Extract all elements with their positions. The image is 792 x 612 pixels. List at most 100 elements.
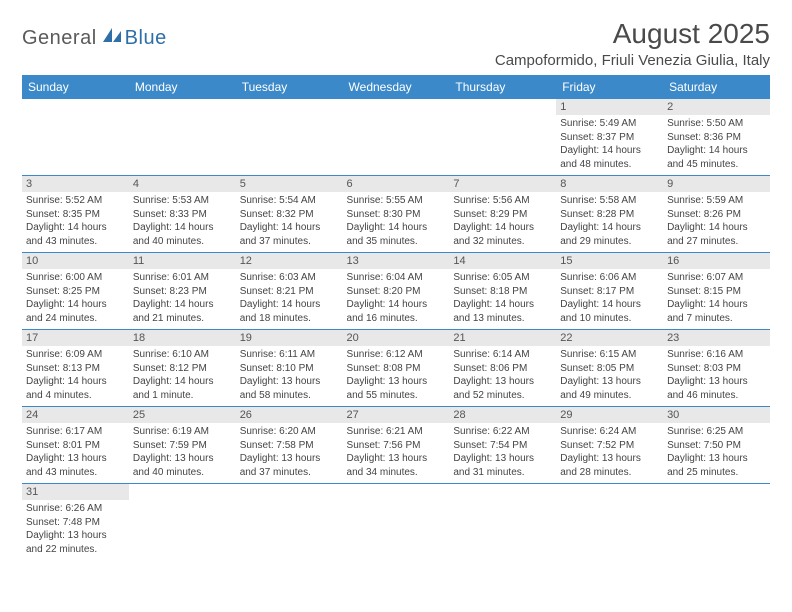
day-detail: Sunrise: 5:58 AMSunset: 8:28 PMDaylight:… bbox=[556, 192, 663, 252]
day-detail: Sunrise: 6:25 AMSunset: 7:50 PMDaylight:… bbox=[663, 423, 770, 483]
calendar-cell: 11Sunrise: 6:01 AMSunset: 8:23 PMDayligh… bbox=[129, 253, 236, 330]
day-number: 17 bbox=[22, 330, 129, 346]
day-line-sr: Sunrise: 6:03 AM bbox=[240, 271, 339, 285]
calendar-cell: 19Sunrise: 6:11 AMSunset: 8:10 PMDayligh… bbox=[236, 330, 343, 407]
day-line-d1: Daylight: 13 hours bbox=[133, 452, 232, 466]
day-detail: Sunrise: 6:15 AMSunset: 8:05 PMDaylight:… bbox=[556, 346, 663, 406]
day-number: 15 bbox=[556, 253, 663, 269]
calendar-cell: 30Sunrise: 6:25 AMSunset: 7:50 PMDayligh… bbox=[663, 407, 770, 484]
day-number: 21 bbox=[449, 330, 556, 346]
day-number: 13 bbox=[343, 253, 450, 269]
day-line-d1: Daylight: 14 hours bbox=[347, 298, 446, 312]
day-line-ss: Sunset: 7:52 PM bbox=[560, 439, 659, 453]
calendar-cell: 18Sunrise: 6:10 AMSunset: 8:12 PMDayligh… bbox=[129, 330, 236, 407]
calendar-cell: 8Sunrise: 5:58 AMSunset: 8:28 PMDaylight… bbox=[556, 176, 663, 253]
day-line-d1: Daylight: 13 hours bbox=[560, 375, 659, 389]
day-detail: Sunrise: 6:09 AMSunset: 8:13 PMDaylight:… bbox=[22, 346, 129, 406]
day-line-ss: Sunset: 8:23 PM bbox=[133, 285, 232, 299]
day-line-ss: Sunset: 7:59 PM bbox=[133, 439, 232, 453]
day-line-sr: Sunrise: 5:56 AM bbox=[453, 194, 552, 208]
day-line-sr: Sunrise: 6:05 AM bbox=[453, 271, 552, 285]
day-line-ss: Sunset: 7:48 PM bbox=[26, 516, 125, 530]
day-line-sr: Sunrise: 6:10 AM bbox=[133, 348, 232, 362]
day-detail: Sunrise: 6:11 AMSunset: 8:10 PMDaylight:… bbox=[236, 346, 343, 406]
day-line-d1: Daylight: 14 hours bbox=[26, 221, 125, 235]
day-detail: Sunrise: 6:22 AMSunset: 7:54 PMDaylight:… bbox=[449, 423, 556, 483]
day-line-sr: Sunrise: 6:19 AM bbox=[133, 425, 232, 439]
day-line-d1: Daylight: 14 hours bbox=[133, 298, 232, 312]
day-line-d2: and 28 minutes. bbox=[560, 466, 659, 480]
day-number: 25 bbox=[129, 407, 236, 423]
day-line-d2: and 25 minutes. bbox=[667, 466, 766, 480]
day-detail: Sunrise: 6:14 AMSunset: 8:06 PMDaylight:… bbox=[449, 346, 556, 406]
day-number: 6 bbox=[343, 176, 450, 192]
calendar-cell: 15Sunrise: 6:06 AMSunset: 8:17 PMDayligh… bbox=[556, 253, 663, 330]
calendar-cell bbox=[343, 99, 450, 176]
month-title: August 2025 bbox=[495, 18, 770, 50]
day-detail: Sunrise: 6:10 AMSunset: 8:12 PMDaylight:… bbox=[129, 346, 236, 406]
day-number: 14 bbox=[449, 253, 556, 269]
day-line-ss: Sunset: 7:54 PM bbox=[453, 439, 552, 453]
day-line-d1: Daylight: 14 hours bbox=[347, 221, 446, 235]
day-line-d1: Daylight: 14 hours bbox=[240, 221, 339, 235]
day-line-d2: and 31 minutes. bbox=[453, 466, 552, 480]
day-line-d2: and 34 minutes. bbox=[347, 466, 446, 480]
day-number: 2 bbox=[663, 99, 770, 115]
day-line-ss: Sunset: 8:21 PM bbox=[240, 285, 339, 299]
day-line-sr: Sunrise: 5:53 AM bbox=[133, 194, 232, 208]
day-line-ss: Sunset: 8:12 PM bbox=[133, 362, 232, 376]
day-line-sr: Sunrise: 6:26 AM bbox=[26, 502, 125, 516]
day-line-d2: and 49 minutes. bbox=[560, 389, 659, 403]
day-line-d2: and 37 minutes. bbox=[240, 466, 339, 480]
day-line-sr: Sunrise: 5:58 AM bbox=[560, 194, 659, 208]
day-number: 8 bbox=[556, 176, 663, 192]
day-detail: Sunrise: 6:07 AMSunset: 8:15 PMDaylight:… bbox=[663, 269, 770, 329]
day-number: 7 bbox=[449, 176, 556, 192]
calendar-cell: 31Sunrise: 6:26 AMSunset: 7:48 PMDayligh… bbox=[22, 484, 129, 561]
day-line-d2: and 4 minutes. bbox=[26, 389, 125, 403]
day-line-d2: and 22 minutes. bbox=[26, 543, 125, 557]
day-line-ss: Sunset: 8:05 PM bbox=[560, 362, 659, 376]
calendar-cell: 24Sunrise: 6:17 AMSunset: 8:01 PMDayligh… bbox=[22, 407, 129, 484]
day-line-d1: Daylight: 13 hours bbox=[347, 452, 446, 466]
calendar-cell bbox=[129, 484, 236, 561]
day-line-ss: Sunset: 8:29 PM bbox=[453, 208, 552, 222]
day-detail: Sunrise: 5:56 AMSunset: 8:29 PMDaylight:… bbox=[449, 192, 556, 252]
day-line-sr: Sunrise: 6:07 AM bbox=[667, 271, 766, 285]
day-line-d2: and 48 minutes. bbox=[560, 158, 659, 172]
day-number: 22 bbox=[556, 330, 663, 346]
day-line-d1: Daylight: 14 hours bbox=[133, 221, 232, 235]
day-line-d2: and 43 minutes. bbox=[26, 466, 125, 480]
day-detail: Sunrise: 6:24 AMSunset: 7:52 PMDaylight:… bbox=[556, 423, 663, 483]
day-detail: Sunrise: 6:05 AMSunset: 8:18 PMDaylight:… bbox=[449, 269, 556, 329]
day-line-ss: Sunset: 8:06 PM bbox=[453, 362, 552, 376]
day-line-d1: Daylight: 14 hours bbox=[667, 298, 766, 312]
day-line-sr: Sunrise: 5:52 AM bbox=[26, 194, 125, 208]
day-line-ss: Sunset: 8:30 PM bbox=[347, 208, 446, 222]
location: Campoformido, Friuli Venezia Giulia, Ita… bbox=[495, 52, 770, 69]
day-line-d1: Daylight: 13 hours bbox=[453, 452, 552, 466]
day-line-sr: Sunrise: 5:54 AM bbox=[240, 194, 339, 208]
day-line-ss: Sunset: 8:08 PM bbox=[347, 362, 446, 376]
day-detail: Sunrise: 6:12 AMSunset: 8:08 PMDaylight:… bbox=[343, 346, 450, 406]
day-line-sr: Sunrise: 6:01 AM bbox=[133, 271, 232, 285]
day-line-sr: Sunrise: 6:16 AM bbox=[667, 348, 766, 362]
day-detail: Sunrise: 6:26 AMSunset: 7:48 PMDaylight:… bbox=[22, 500, 129, 560]
brand-logo: General Blue bbox=[22, 18, 167, 50]
day-detail: Sunrise: 5:53 AMSunset: 8:33 PMDaylight:… bbox=[129, 192, 236, 252]
day-line-sr: Sunrise: 6:04 AM bbox=[347, 271, 446, 285]
day-line-d2: and 40 minutes. bbox=[133, 466, 232, 480]
day-line-ss: Sunset: 8:10 PM bbox=[240, 362, 339, 376]
day-line-d2: and 16 minutes. bbox=[347, 312, 446, 326]
day-line-d1: Daylight: 13 hours bbox=[560, 452, 659, 466]
calendar-cell bbox=[449, 484, 556, 561]
day-detail: Sunrise: 5:50 AMSunset: 8:36 PMDaylight:… bbox=[663, 115, 770, 175]
day-line-sr: Sunrise: 6:00 AM bbox=[26, 271, 125, 285]
day-line-d2: and 13 minutes. bbox=[453, 312, 552, 326]
day-line-d1: Daylight: 14 hours bbox=[26, 375, 125, 389]
calendar-cell: 17Sunrise: 6:09 AMSunset: 8:13 PMDayligh… bbox=[22, 330, 129, 407]
day-detail: Sunrise: 5:59 AMSunset: 8:26 PMDaylight:… bbox=[663, 192, 770, 252]
day-line-sr: Sunrise: 6:22 AM bbox=[453, 425, 552, 439]
day-detail: Sunrise: 6:04 AMSunset: 8:20 PMDaylight:… bbox=[343, 269, 450, 329]
day-line-d1: Daylight: 14 hours bbox=[453, 221, 552, 235]
